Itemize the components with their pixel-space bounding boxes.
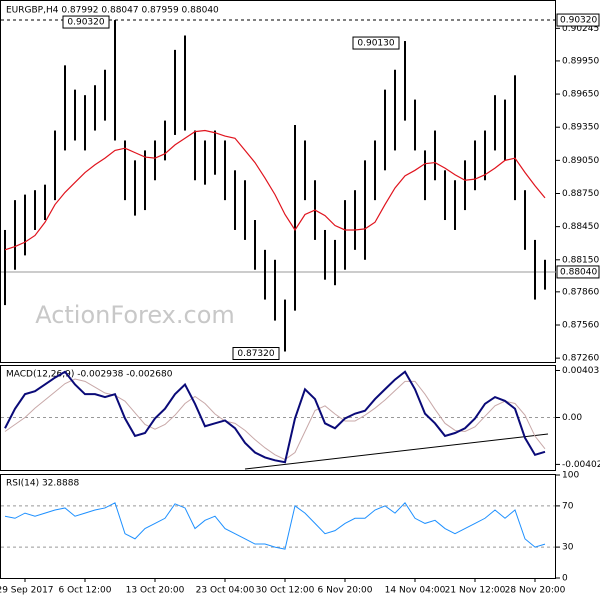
x-tick-label: 30 Oct 12:00: [256, 586, 315, 596]
price-label: 0.90320: [560, 16, 597, 26]
macd-panel: [0, 365, 556, 471]
y-tick-label: 70: [562, 501, 574, 511]
macd-title: MACD(12,26,9) -0.002938 -0.002680: [6, 370, 173, 380]
y-tick-label: 0.00403: [562, 366, 599, 376]
annotation-box: [232, 347, 280, 361]
indicator-line: [4, 502, 546, 550]
price-panel: [0, 0, 556, 363]
annotation-box: [352, 36, 400, 50]
y-tick-label: 0.88150: [562, 255, 599, 265]
moving-average: [4, 129, 546, 251]
x-tick-label: 28 Nov 20:00: [505, 586, 566, 596]
x-tick-label: 21 Nov 12:00: [445, 586, 506, 596]
x-tick-label: 6 Nov 20:00: [318, 586, 373, 596]
y-tick-label: 0.89050: [562, 156, 599, 166]
price-box: [556, 265, 600, 279]
y-tick-label: 0.89650: [562, 90, 599, 100]
annotation-box: [62, 15, 110, 29]
x-tick-label: 23 Oct 04:00: [196, 586, 255, 596]
y-tick-label: 0.88450: [562, 222, 599, 232]
chart-title: EURGBP,H4 0.87992 0.88047 0.87959 0.8804…: [6, 6, 219, 16]
price-box: [556, 13, 600, 27]
x-tick-label: 14 Nov 04:00: [385, 586, 446, 596]
trend-line: [244, 433, 549, 470]
watermark: ActionForex.com: [35, 301, 235, 329]
y-tick-label: 0.90245: [562, 24, 599, 34]
y-tick-label: 0.00: [562, 413, 582, 423]
y-tick-label: 0.89950: [562, 56, 599, 66]
price-label: 0.88040: [560, 267, 597, 277]
x-tick-label: 6 Oct 12:00: [59, 586, 112, 596]
x-tick-label: 29 Sep 2017: [0, 586, 54, 596]
y-tick-label: 0: [562, 574, 568, 584]
y-tick-label: 30: [562, 543, 574, 553]
y-tick-label: 0.87560: [562, 320, 599, 330]
rsi-title: RSI(14) 32.8888: [6, 479, 79, 489]
annotation-label: 0.90320: [67, 18, 104, 28]
indicator-line: [4, 370, 546, 464]
y-tick-label: 100: [562, 471, 579, 481]
x-tick-label: 13 Oct 20:00: [126, 586, 185, 596]
annotation-label: 0.90130: [357, 39, 394, 49]
indicator-line: [4, 378, 546, 461]
y-tick-label: 0.87260: [562, 354, 599, 364]
y-tick-label: 0.87860: [562, 287, 599, 297]
annotation-label: 0.87320: [237, 349, 274, 359]
y-tick-label: 0.89350: [562, 123, 599, 133]
y-tick-label: 0.88750: [562, 189, 599, 199]
rsi-panel: [0, 474, 556, 579]
